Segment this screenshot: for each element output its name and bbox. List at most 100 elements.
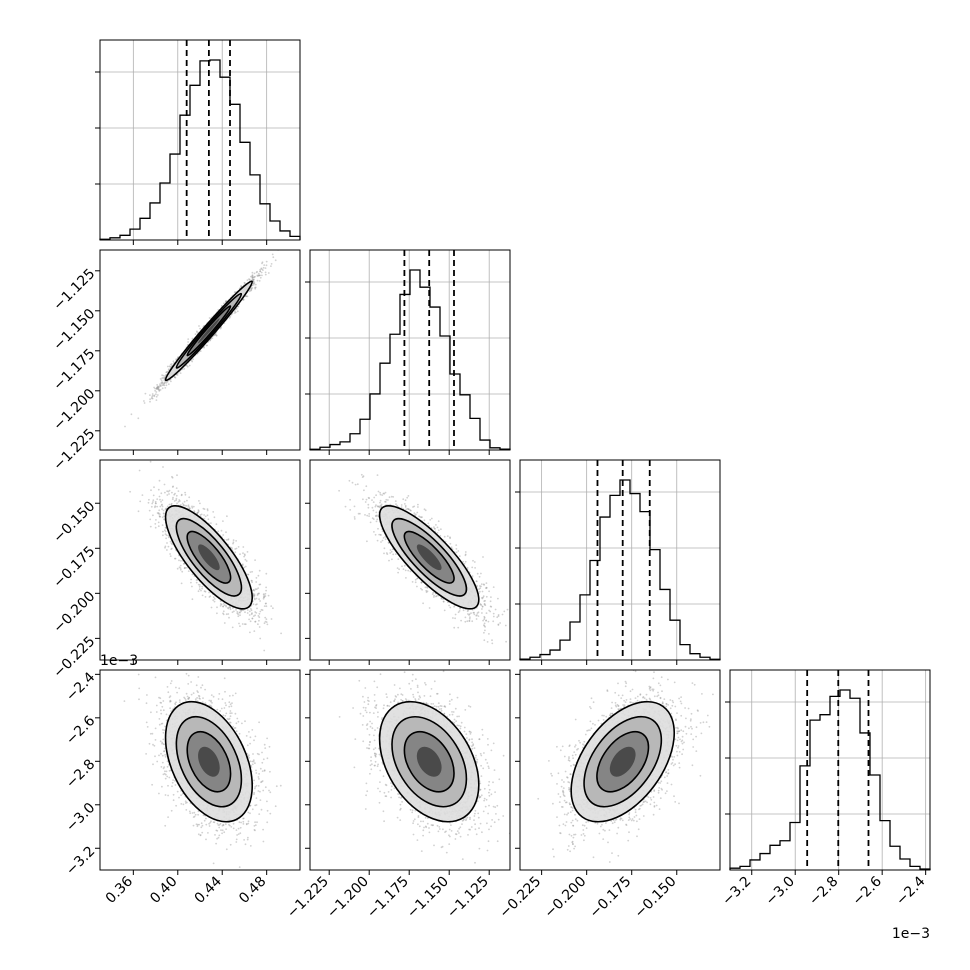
sample-point [212, 511, 215, 513]
sample-point [197, 510, 200, 513]
hist-panel-0 [95, 39, 301, 241]
sample-point [233, 312, 236, 314]
sample-point [165, 382, 168, 384]
sample-point [137, 417, 140, 420]
sample-point [162, 374, 165, 377]
sample-point [166, 494, 169, 496]
sample-point [250, 275, 252, 278]
sample-point [204, 596, 207, 598]
sample-point [199, 514, 202, 516]
sample-point [242, 298, 245, 301]
sample-point [265, 260, 268, 263]
sample-point [232, 541, 235, 544]
sample-point [244, 565, 247, 568]
sample-point [248, 614, 251, 616]
sample-point [188, 364, 191, 367]
sample-point [233, 610, 235, 613]
sample-point [167, 368, 170, 371]
sample-point [183, 562, 186, 565]
sample-point [222, 612, 224, 615]
histogram-step [99, 59, 301, 240]
sample-point [180, 504, 182, 506]
sample-point [172, 360, 175, 363]
sample-point [161, 377, 164, 379]
sample-point [263, 605, 266, 607]
sample-point [185, 364, 188, 367]
sample-point [258, 280, 261, 282]
sample-point [244, 282, 246, 285]
sample-point [248, 610, 251, 613]
sample-point [209, 339, 211, 342]
sample-point [197, 590, 200, 593]
sample-point [180, 493, 183, 496]
sample-point [223, 302, 225, 305]
sample-point [251, 617, 254, 620]
scatter-panel-1-0 [99, 249, 301, 451]
sample-point [157, 525, 160, 528]
sample-point [234, 551, 237, 554]
sample-point [266, 623, 269, 626]
sample-point [155, 393, 157, 396]
sample-point [246, 279, 249, 281]
sample-point [220, 603, 223, 606]
sample-point [154, 523, 157, 525]
sample-point [259, 270, 261, 273]
axes-frame [99, 249, 301, 451]
sample-point [164, 387, 167, 389]
sample-point [176, 474, 178, 477]
sample-point [253, 282, 256, 284]
sample-point [164, 381, 167, 383]
sample-point [255, 603, 257, 606]
sample-point [224, 300, 227, 302]
sample-point [179, 564, 182, 567]
sample-point [264, 616, 267, 619]
sample-point [188, 506, 191, 509]
sample-point [222, 520, 224, 522]
sample-point [251, 271, 254, 274]
sample-point [265, 621, 268, 623]
sample-point [161, 382, 164, 384]
sample-point [159, 505, 162, 508]
sample-point [165, 534, 168, 537]
sample-point [201, 594, 204, 597]
panel-body [129, 460, 282, 652]
sample-point [243, 553, 246, 556]
sample-point [265, 264, 268, 267]
sample-point [137, 510, 140, 513]
sample-point [261, 268, 263, 270]
sample-point [270, 605, 273, 607]
sample-point [264, 267, 267, 269]
sample-point [251, 581, 254, 584]
sample-point [154, 526, 157, 529]
sample-point [162, 530, 164, 533]
sample-point [252, 615, 255, 617]
sample-point [257, 274, 260, 277]
sample-point [169, 366, 172, 368]
sample-point [157, 521, 160, 524]
sample-point [161, 499, 164, 501]
sample-point [250, 579, 253, 582]
sample-point [170, 363, 173, 365]
sample-point [156, 386, 159, 389]
sample-point [164, 529, 166, 532]
sample-point [174, 492, 176, 495]
sample-point [222, 602, 225, 605]
sample-point [159, 384, 162, 387]
sample-point [257, 587, 260, 589]
sample-point [248, 618, 251, 621]
sample-point [160, 504, 163, 506]
sample-point [148, 509, 151, 512]
sample-point [256, 607, 258, 610]
sample-point [245, 295, 248, 298]
sample-point [191, 337, 194, 340]
sample-point [182, 504, 185, 506]
sample-point [215, 523, 218, 526]
sample-point [229, 605, 232, 608]
sample-point [191, 585, 193, 588]
sample-point [259, 600, 261, 602]
sample-point [160, 382, 163, 385]
sample-point [153, 394, 156, 397]
sample-point [161, 387, 164, 390]
sample-point [187, 338, 190, 340]
sample-point [257, 272, 260, 275]
